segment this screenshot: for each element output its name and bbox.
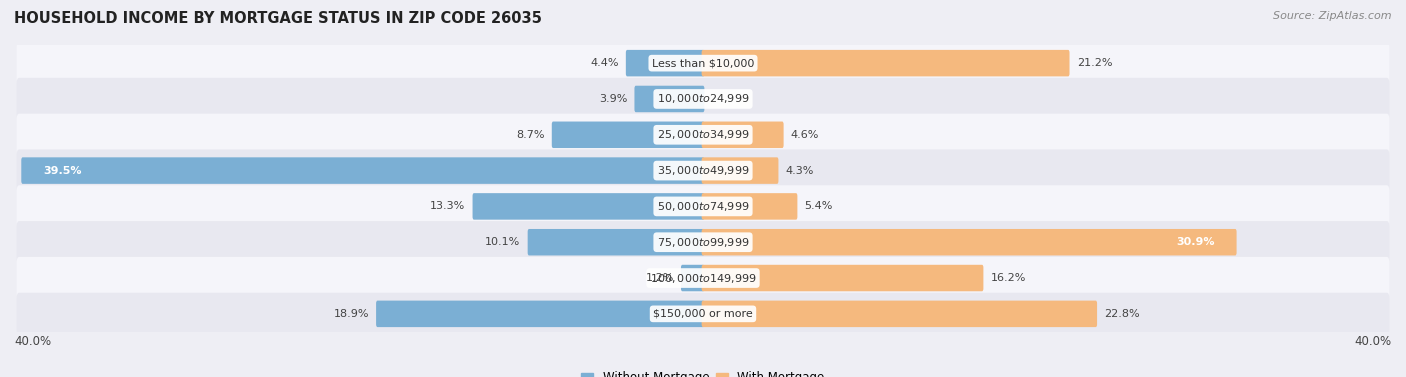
Text: 10.1%: 10.1% [485,237,520,247]
Text: 1.2%: 1.2% [645,273,673,283]
FancyBboxPatch shape [702,121,783,148]
Text: 4.6%: 4.6% [790,130,820,140]
FancyBboxPatch shape [17,78,1389,120]
FancyBboxPatch shape [702,265,983,291]
FancyBboxPatch shape [527,229,704,256]
FancyBboxPatch shape [681,265,704,291]
FancyBboxPatch shape [17,149,1389,192]
FancyBboxPatch shape [702,50,1070,77]
Legend: Without Mortgage, With Mortgage: Without Mortgage, With Mortgage [576,366,830,377]
Text: 4.4%: 4.4% [591,58,619,68]
Text: 21.2%: 21.2% [1077,58,1112,68]
Text: $75,000 to $99,999: $75,000 to $99,999 [657,236,749,249]
Text: 22.8%: 22.8% [1104,309,1140,319]
FancyBboxPatch shape [702,300,1097,327]
Text: 40.0%: 40.0% [1355,336,1392,348]
FancyBboxPatch shape [551,121,704,148]
Text: 3.9%: 3.9% [599,94,627,104]
Text: 4.3%: 4.3% [786,166,814,176]
Text: $35,000 to $49,999: $35,000 to $49,999 [657,164,749,177]
Text: 5.4%: 5.4% [804,201,832,211]
Text: $150,000 or more: $150,000 or more [654,309,752,319]
Text: $10,000 to $24,999: $10,000 to $24,999 [657,92,749,106]
FancyBboxPatch shape [626,50,704,77]
Text: 13.3%: 13.3% [430,201,465,211]
Text: 8.7%: 8.7% [516,130,544,140]
FancyBboxPatch shape [634,86,704,112]
Text: Less than $10,000: Less than $10,000 [652,58,754,68]
FancyBboxPatch shape [702,157,779,184]
FancyBboxPatch shape [17,42,1389,84]
FancyBboxPatch shape [375,300,704,327]
Text: 40.0%: 40.0% [14,336,51,348]
FancyBboxPatch shape [702,229,1237,256]
Text: HOUSEHOLD INCOME BY MORTGAGE STATUS IN ZIP CODE 26035: HOUSEHOLD INCOME BY MORTGAGE STATUS IN Z… [14,11,541,26]
FancyBboxPatch shape [17,113,1389,156]
Text: Source: ZipAtlas.com: Source: ZipAtlas.com [1274,11,1392,21]
Text: $50,000 to $74,999: $50,000 to $74,999 [657,200,749,213]
Text: 39.5%: 39.5% [44,166,82,176]
FancyBboxPatch shape [472,193,704,220]
FancyBboxPatch shape [702,193,797,220]
FancyBboxPatch shape [17,293,1389,335]
FancyBboxPatch shape [17,221,1389,264]
FancyBboxPatch shape [21,157,704,184]
Text: 16.2%: 16.2% [991,273,1026,283]
FancyBboxPatch shape [17,185,1389,228]
Text: $25,000 to $34,999: $25,000 to $34,999 [657,128,749,141]
Text: 30.9%: 30.9% [1175,237,1215,247]
FancyBboxPatch shape [17,257,1389,299]
Text: $100,000 to $149,999: $100,000 to $149,999 [650,271,756,285]
Text: 18.9%: 18.9% [333,309,368,319]
